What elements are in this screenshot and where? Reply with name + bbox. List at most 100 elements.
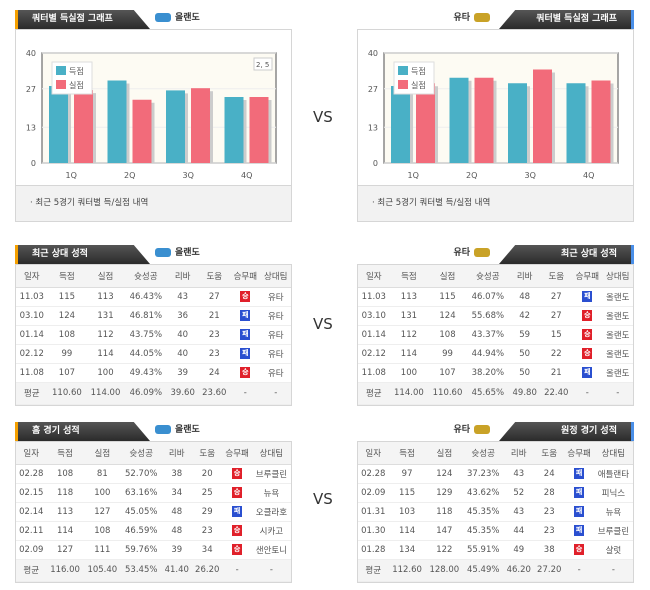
column-header: 상대팀	[593, 442, 633, 465]
quarter-chart-panel: 쿼터별 득실점 그래프 올랜도 0 13 27 40 1Q 2Q 3Q 4Q 득점 실점 2, 5 · 최…	[15, 10, 292, 222]
column-header: 일자	[16, 265, 48, 288]
column-header: 슛성공	[462, 442, 504, 465]
avg-cell: 23.60	[198, 382, 231, 405]
cell-1: 114	[389, 344, 429, 364]
team-name: 올랜도	[175, 248, 200, 258]
cell-4: 59	[508, 325, 541, 345]
cell-0: 11.08	[16, 363, 48, 383]
result-badge: 패	[232, 506, 243, 517]
cell-3: 55.68%	[466, 306, 509, 326]
cell-4: 44	[503, 521, 534, 541]
cell-7: 피닉스	[593, 483, 633, 503]
cell-0: 03.10	[358, 306, 390, 326]
column-header: 득점	[388, 442, 426, 465]
team-logo-icon	[474, 13, 490, 22]
avg-cell: 27.20	[533, 559, 565, 582]
cell-1: 103	[388, 502, 426, 522]
section-title: 원정 경기 성적	[499, 422, 634, 441]
cell-7: 올랜도	[602, 325, 633, 345]
bar-allowed[interactable]	[591, 80, 611, 164]
cell-2: 129	[425, 483, 463, 503]
column-header: 일자	[16, 442, 47, 465]
cell-3: 37.23%	[462, 464, 504, 484]
tooltip-box	[253, 57, 273, 71]
cell-5: 23	[533, 521, 565, 541]
legend-swatch	[398, 80, 408, 89]
x-tick-label: 4Q	[241, 171, 252, 180]
cell-4: 49	[503, 540, 534, 560]
team-logo-icon	[155, 425, 171, 434]
bar-score[interactable]	[107, 80, 127, 164]
chart-area: 0 13 27 40 1Q 2Q 3Q 4Q 득점 실점 2, 5	[15, 29, 292, 186]
result-badge: 승	[240, 291, 251, 302]
cell-0: 01.30	[358, 521, 389, 541]
stats-table: 일자 득점 실점 슛성공 리바 도움 승무패 상대팀 02.28 97 124 37.23% 43 24 패…	[358, 442, 633, 582]
avg-cell: 116.00	[46, 559, 84, 582]
y-tick-label: 13	[368, 123, 378, 132]
cell-1: 113	[389, 287, 429, 307]
section-header: 쿼터별 득실점 그래프 유타	[357, 10, 634, 29]
section-header: 홈 경기 성적 올랜도	[15, 422, 292, 441]
cell-5: 23	[191, 521, 223, 541]
cell-0: 02.12	[16, 344, 48, 364]
cell-2: 122	[425, 540, 463, 560]
table-row: 11.08 100 107 38.20% 50 21 패 올랜도	[358, 363, 633, 383]
cell-5: 23	[198, 325, 231, 345]
column-header: 리바	[166, 265, 199, 288]
avg-cell: 110.60	[47, 382, 87, 405]
chart-footnote: · 최근 5경기 쿼터별 득/실점 내역	[15, 186, 292, 222]
cell-6: 승	[572, 344, 603, 364]
avg-cell: 평균	[358, 559, 389, 582]
column-header: 득점	[389, 265, 429, 288]
team-logo-icon	[474, 248, 490, 257]
legend-label: 득점	[69, 66, 84, 76]
bar-score[interactable]	[49, 86, 68, 163]
cell-2: 131	[86, 306, 125, 326]
cell-3: 43.75%	[124, 325, 167, 345]
cell-7: 유타	[260, 344, 291, 364]
bar-score[interactable]	[391, 86, 410, 163]
bar-score[interactable]	[224, 97, 244, 163]
bar-score[interactable]	[566, 83, 586, 163]
table-row: 02.09 127 111 59.76% 39 34 승 샌안토니	[16, 540, 291, 560]
cell-2: 115	[428, 287, 467, 307]
cell-6: 패	[230, 306, 261, 326]
table-row: 02.12 99 114 44.05% 40 23 패 유타	[16, 344, 291, 364]
cell-1: 112	[389, 325, 429, 345]
legend-label: 실점	[411, 80, 426, 90]
bar-allowed[interactable]	[191, 88, 210, 163]
bar-allowed[interactable]	[533, 69, 552, 164]
bar-score[interactable]	[449, 77, 469, 163]
avg-cell: 평균	[358, 382, 390, 405]
y-tick-label: 0	[31, 159, 36, 168]
cell-7: 시카고	[251, 521, 291, 541]
bar-allowed[interactable]	[474, 77, 494, 163]
cell-6: 승	[564, 540, 594, 560]
cell-2: 112	[86, 325, 125, 345]
cell-0: 01.28	[358, 540, 389, 560]
cell-2: 147	[425, 521, 463, 541]
cell-4: 39	[161, 540, 192, 560]
team-label: 유타	[453, 10, 494, 27]
bar-score[interactable]	[508, 83, 527, 163]
cell-1: 114	[388, 521, 426, 541]
column-header: 슛성공	[124, 265, 167, 288]
cell-6: 승	[222, 521, 252, 541]
stats-table-box: 일자 득점 실점 슛성공 리바 도움 승무패 상대팀 11.03 113 115 46.07% 48 27…	[357, 264, 634, 406]
section-header: 원정 경기 성적 유타	[357, 422, 634, 441]
legend-swatch	[56, 80, 66, 89]
stats-table-panel: 최근 상대 성적 올랜도 일자 득점 실점 슛성공 리바 도움 승무패 상대팀 11.03 115 11…	[15, 245, 292, 406]
chart-footnote: · 최근 5경기 쿼터별 득/실점 내역	[357, 186, 634, 222]
bar-allowed[interactable]	[74, 90, 93, 163]
section-title: 최근 상대 성적	[15, 245, 150, 264]
cell-3: 45.35%	[462, 521, 504, 541]
team-name: 올랜도	[175, 13, 200, 23]
avg-cell: 45.49%	[462, 559, 504, 582]
bar-allowed[interactable]	[132, 99, 152, 163]
bar-allowed[interactable]	[416, 83, 435, 163]
cell-2: 124	[428, 306, 467, 326]
bar-allowed[interactable]	[249, 97, 269, 163]
section-title: 최근 상대 성적	[499, 245, 634, 264]
cell-4: 39	[166, 363, 199, 383]
bar-score[interactable]	[166, 90, 185, 163]
